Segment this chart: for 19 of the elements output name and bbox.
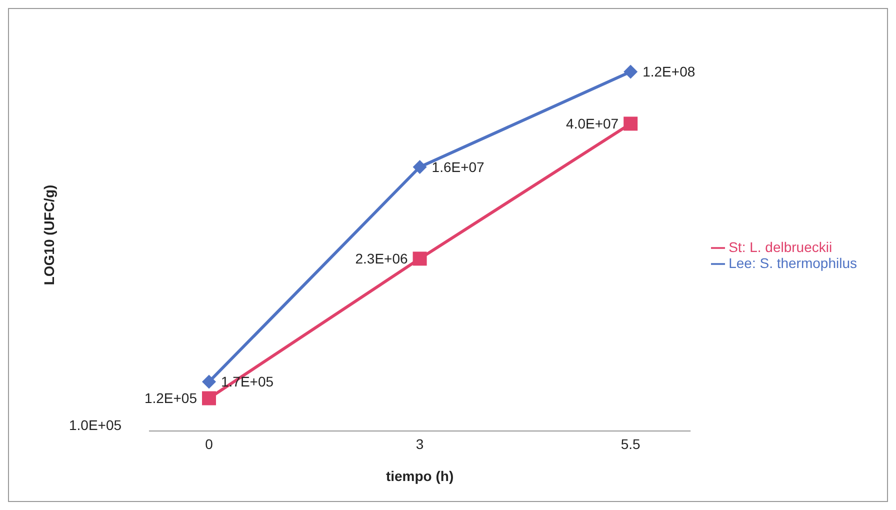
data-label: 1.2E+05	[144, 390, 198, 406]
legend-label: St: L. delbrueckii	[728, 238, 832, 255]
x-tick-label: 3	[416, 436, 424, 452]
data-label: 1.2E+08	[642, 64, 696, 80]
point	[412, 252, 427, 266]
point	[624, 116, 638, 131]
data-label: 4.0E+07	[566, 116, 619, 132]
x-axis-title: tiempo (h)	[386, 468, 454, 484]
data-label: 1.6E+07	[432, 158, 485, 175]
point	[624, 64, 638, 79]
y-axis-title: LOG10 (UFC/g)	[40, 184, 57, 286]
point	[202, 391, 216, 406]
text: 1.0E+05	[69, 417, 122, 433]
x-tick-label: 5.5	[620, 436, 641, 452]
data-label: 2.3E+06	[355, 250, 408, 267]
point	[202, 374, 216, 389]
x-tick-label: 0	[205, 436, 214, 452]
legend-label: Lee: S. thermophilus	[728, 255, 857, 271]
point	[412, 160, 427, 174]
